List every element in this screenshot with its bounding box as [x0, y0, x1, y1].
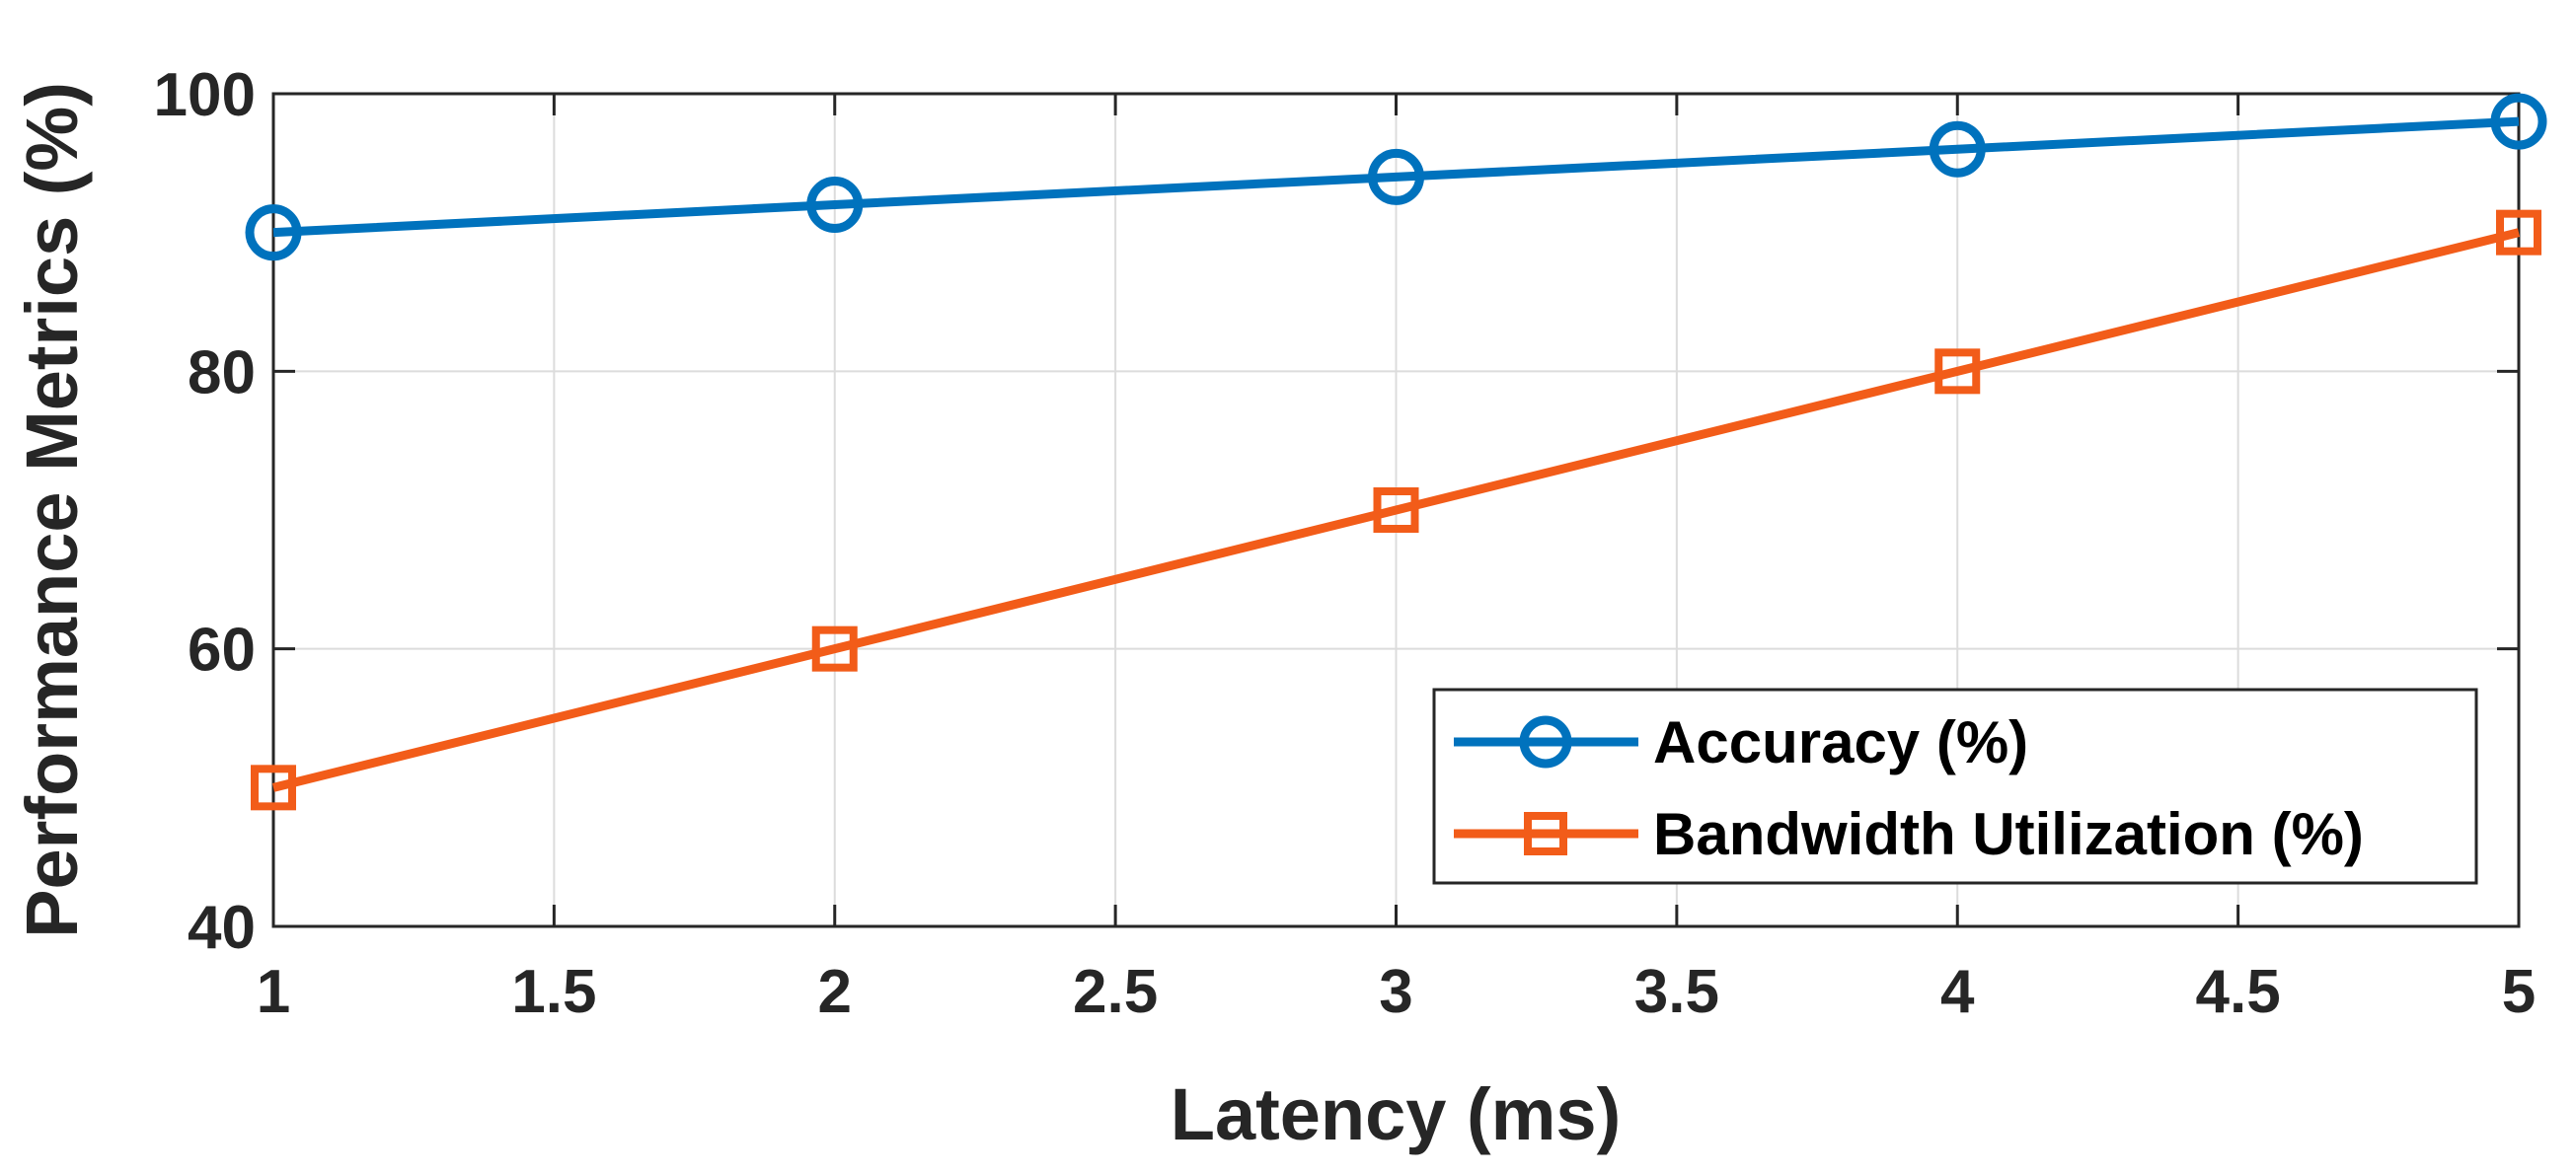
data-point-bandwidth	[1373, 487, 1419, 533]
data-point-bandwidth	[1934, 348, 1981, 395]
series-layer	[245, 93, 2547, 811]
legend-label-bandwidth: Bandwidth Utilization (%)	[1653, 801, 2364, 867]
x-tick-label: 1.5	[511, 958, 596, 1026]
x-tick-label: 3	[1379, 958, 1412, 1026]
x-tick-label: 5	[2502, 958, 2536, 1026]
legend-entry-accuracy: Accuracy (%)	[1454, 709, 2028, 775]
data-point-accuracy	[2490, 93, 2547, 150]
legend-marker-bandwidth	[1524, 812, 1567, 855]
axis-ticks	[271, 92, 2521, 928]
legend: Accuracy (%) Bandwidth Utilization (%)	[1432, 688, 2478, 885]
x-tick-label: 2	[818, 958, 852, 1026]
series-line-bandwidth	[271, 228, 2521, 792]
data-point-bandwidth	[251, 765, 296, 811]
legend-label-accuracy: Accuracy (%)	[1653, 709, 2028, 775]
data-point-accuracy	[1368, 148, 1424, 205]
x-tick-labels: 1 1.5 2 2.5 3 3.5 4 4.5 5	[257, 958, 2536, 1026]
legend-box	[1432, 688, 2478, 885]
y-axis-label: Performance Metrics (%)	[11, 82, 93, 938]
x-tick-label: 1	[257, 958, 290, 1026]
y-tick-labels: 40 60 80 100	[154, 61, 256, 962]
data-point-bandwidth	[811, 625, 858, 672]
x-axis-label: Latency (ms)	[1171, 1073, 1621, 1155]
data-point-bandwidth	[2496, 209, 2541, 256]
x-tick-label: 3.5	[1634, 958, 1719, 1026]
data-point-accuracy	[1929, 120, 1986, 178]
y-tick-label: 40	[188, 894, 256, 962]
x-tick-label: 4	[1940, 958, 1975, 1026]
data-point-accuracy	[806, 177, 864, 234]
y-tick-label: 60	[188, 617, 256, 685]
series-line-accuracy	[272, 116, 2520, 238]
x-tick-label: 4.5	[2196, 958, 2281, 1026]
data-point-accuracy	[245, 204, 302, 261]
x-tick-label: 2.5	[1073, 958, 1158, 1026]
legend-entry-bandwidth: Bandwidth Utilization (%)	[1454, 801, 2364, 867]
y-tick-label: 100	[154, 61, 256, 129]
legend-marker-accuracy	[1519, 715, 1572, 769]
y-tick-label: 80	[188, 338, 256, 406]
